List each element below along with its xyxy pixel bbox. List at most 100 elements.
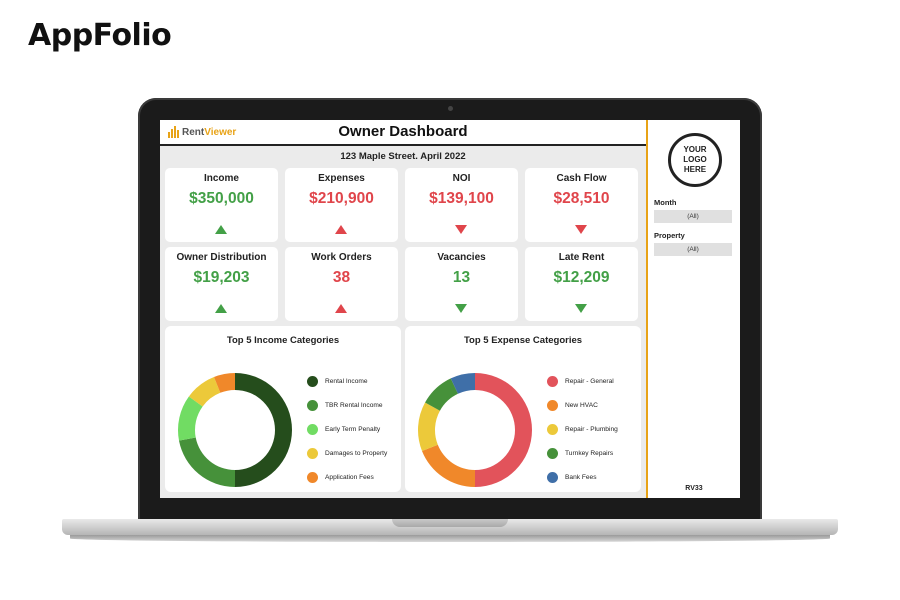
trend-arrow-icon bbox=[455, 304, 467, 313]
legend-label: Damages to Property bbox=[325, 449, 388, 457]
bar-chart-icon bbox=[168, 126, 179, 138]
kpi-value: $350,000 bbox=[189, 190, 254, 207]
legend-item[interactable]: Bank Fees bbox=[547, 465, 618, 489]
income-donut-chart[interactable] bbox=[175, 370, 295, 490]
legend-item[interactable]: New HVAC bbox=[547, 393, 618, 417]
kpi-value: $28,510 bbox=[553, 190, 610, 207]
expense-legend: Repair - General New HVAC Repair - Plumb… bbox=[547, 369, 618, 489]
property-filter-label: Property bbox=[654, 231, 685, 240]
logo-text: RentViewer bbox=[182, 127, 237, 138]
donut-slice[interactable] bbox=[418, 402, 440, 451]
donut-slice[interactable] bbox=[422, 444, 475, 487]
legend-item[interactable]: Application Fees bbox=[307, 465, 387, 489]
kpi-card-work-orders[interactable]: Work Orders 38 bbox=[285, 247, 398, 321]
legend-item[interactable]: Rental Income bbox=[307, 369, 387, 393]
trend-arrow-icon bbox=[455, 225, 467, 234]
legend-dot bbox=[307, 399, 318, 411]
kpi-label: Owner Distribution bbox=[176, 252, 267, 263]
donut-slice[interactable] bbox=[178, 396, 203, 441]
legend-item[interactable]: Repair - Plumbing bbox=[547, 417, 618, 441]
kpi-value: 38 bbox=[332, 269, 351, 286]
legend-label: Bank Fees bbox=[565, 473, 597, 481]
kpi-card-cash-flow[interactable]: Cash Flow $28,510 bbox=[525, 168, 638, 242]
trend-arrow-icon bbox=[215, 304, 227, 313]
income-categories-panel: Top 5 Income Categories Rental Income TB… bbox=[165, 326, 401, 492]
kpi-card-income[interactable]: Income $350,000 bbox=[165, 168, 278, 242]
appfolio-brand: AppFolio bbox=[28, 18, 172, 53]
legend-label: Turnkey Repairs bbox=[565, 449, 614, 457]
month-filter-select[interactable]: (All) bbox=[654, 210, 732, 223]
dashboard-screen: RentViewer Owner Dashboard 123 Maple Str… bbox=[160, 120, 740, 498]
kpi-card-noi[interactable]: NOI $139,100 bbox=[405, 168, 518, 242]
kpi-label: Expenses bbox=[318, 173, 365, 184]
kpi-value: $12,209 bbox=[553, 269, 610, 286]
legend-label: Repair - Plumbing bbox=[565, 425, 618, 433]
legend-label: New HVAC bbox=[565, 401, 598, 409]
legend-item[interactable]: Repair - General bbox=[547, 369, 618, 393]
donut-slice[interactable] bbox=[450, 373, 475, 394]
logo-placeholder: YOUR LOGO HERE bbox=[668, 133, 722, 187]
trend-arrow-icon bbox=[575, 225, 587, 234]
legend-item[interactable]: Early Term Penalty bbox=[307, 417, 387, 441]
laptop-notch bbox=[392, 519, 508, 527]
expense-categories-panel: Top 5 Expense Categories Repair - Genera… bbox=[405, 326, 641, 492]
legend-dot bbox=[547, 471, 558, 483]
logo-placeholder-text: YOUR LOGO HERE bbox=[683, 145, 707, 174]
legend-dot bbox=[547, 375, 558, 387]
dashboard-main: RentViewer Owner Dashboard 123 Maple Str… bbox=[160, 120, 646, 498]
donut-slice[interactable] bbox=[475, 373, 532, 487]
legend-dot bbox=[547, 423, 558, 435]
laptop-base-foot bbox=[70, 535, 830, 542]
income-chart-title: Top 5 Income Categories bbox=[226, 335, 340, 346]
legend-item[interactable]: Damages to Property bbox=[307, 441, 387, 465]
kpi-label: Vacancies bbox=[437, 252, 486, 263]
trend-arrow-icon bbox=[575, 304, 587, 313]
legend-label: Rental Income bbox=[325, 377, 368, 385]
dashboard-header: RentViewer Owner Dashboard bbox=[160, 120, 646, 146]
legend-label: Early Term Penalty bbox=[325, 425, 381, 433]
kpi-card-late-rent[interactable]: Late Rent $12,209 bbox=[525, 247, 638, 321]
page-title: Owner Dashboard bbox=[338, 123, 468, 140]
kpi-card-vacancies[interactable]: Vacancies 13 bbox=[405, 247, 518, 321]
trend-arrow-icon bbox=[335, 225, 347, 234]
laptop-base bbox=[62, 519, 838, 535]
property-period-subtitle: 123 Maple Street. April 2022 bbox=[340, 151, 466, 162]
donut-slice[interactable] bbox=[235, 373, 292, 487]
legend-dot bbox=[307, 447, 318, 459]
legend-dot bbox=[307, 423, 318, 435]
legend-dot bbox=[547, 399, 558, 411]
kpi-label: Work Orders bbox=[311, 252, 372, 263]
kpi-value: $139,100 bbox=[429, 190, 494, 207]
expense-chart-title: Top 5 Expense Categories bbox=[463, 335, 583, 346]
kpi-card-owner-distribution[interactable]: Owner Distribution $19,203 bbox=[165, 247, 278, 321]
trend-arrow-icon bbox=[215, 225, 227, 234]
legend-item[interactable]: TBR Rental Income bbox=[307, 393, 387, 417]
income-legend: Rental Income TBR Rental Income Early Te… bbox=[307, 369, 387, 489]
donut-slice[interactable] bbox=[425, 378, 458, 411]
legend-label: Repair - General bbox=[565, 377, 614, 385]
kpi-value: 13 bbox=[452, 269, 471, 286]
donut-slice[interactable] bbox=[188, 377, 221, 407]
legend-item[interactable]: Turnkey Repairs bbox=[547, 441, 618, 465]
legend-dot bbox=[307, 375, 318, 387]
property-filter-select[interactable]: (All) bbox=[654, 243, 732, 256]
donut-slice[interactable] bbox=[214, 373, 235, 393]
legend-dot bbox=[307, 471, 318, 483]
report-code: RV33 bbox=[685, 485, 703, 492]
kpi-label: Cash Flow bbox=[556, 173, 607, 184]
legend-dot bbox=[547, 447, 558, 459]
trend-arrow-icon bbox=[335, 304, 347, 313]
expense-donut-chart[interactable] bbox=[415, 370, 535, 490]
kpi-value: $210,900 bbox=[309, 190, 374, 207]
legend-label: TBR Rental Income bbox=[325, 401, 383, 409]
rentviewer-logo: RentViewer bbox=[168, 126, 236, 138]
kpi-label: Income bbox=[203, 173, 239, 184]
month-filter-label: Month bbox=[654, 198, 677, 207]
donut-slice[interactable] bbox=[179, 437, 235, 487]
kpi-value: $19,203 bbox=[193, 269, 250, 286]
kpi-card-expenses[interactable]: Expenses $210,900 bbox=[285, 168, 398, 242]
kpi-label: Late Rent bbox=[558, 252, 605, 263]
camera-dot bbox=[448, 106, 453, 111]
legend-label: Application Fees bbox=[325, 473, 374, 481]
filter-sidebar: YOUR LOGO HERE Month (All) Property (All… bbox=[646, 120, 740, 498]
